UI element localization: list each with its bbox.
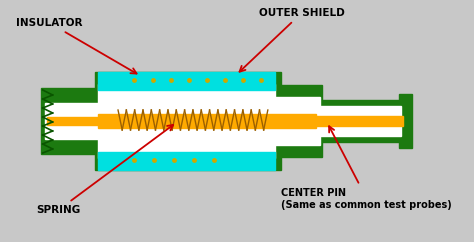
Bar: [98, 84, 275, 158]
Bar: [98, 114, 316, 128]
Bar: [98, 72, 275, 90]
Text: OUTER SHIELD: OUTER SHIELD: [239, 8, 345, 72]
Bar: [277, 85, 322, 157]
Bar: [400, 94, 412, 148]
Bar: [98, 152, 275, 170]
Text: INSULATOR: INSULATOR: [16, 18, 137, 74]
Bar: [46, 103, 98, 139]
Bar: [41, 88, 100, 154]
Bar: [275, 97, 320, 145]
Text: SPRING: SPRING: [36, 125, 173, 215]
Bar: [316, 106, 401, 136]
Bar: [316, 116, 403, 126]
Bar: [95, 72, 282, 170]
Bar: [316, 100, 407, 142]
Text: CENTER PIN
(Same as common test probes): CENTER PIN (Same as common test probes): [282, 126, 452, 210]
Bar: [47, 117, 102, 125]
